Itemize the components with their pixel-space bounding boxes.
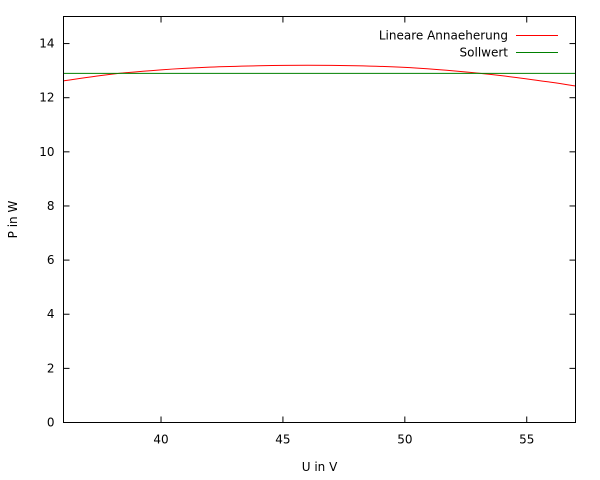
x-tick-label: 55 xyxy=(519,433,534,447)
plot-frame xyxy=(63,16,576,423)
legend: Lineare Annaeherung Sollwert xyxy=(379,29,558,60)
y-tick-label: 0 xyxy=(47,416,55,430)
x-tick-label: 40 xyxy=(153,433,168,447)
y-tick-label: 2 xyxy=(47,361,55,375)
x-axis-label: U in V xyxy=(302,460,338,474)
legend-label: Sollwert xyxy=(460,46,509,60)
x-tick-label: 45 xyxy=(275,433,290,447)
y-tick-label: 14 xyxy=(39,37,54,51)
y-tick-label: 10 xyxy=(39,145,54,159)
y-tick-label: 8 xyxy=(47,199,55,213)
tick-labels: 0 2 4 6 8 10 12 14 40 45 50 55 xyxy=(39,37,534,447)
tick-marks xyxy=(63,16,576,423)
y-axis-label: P in W xyxy=(6,201,20,239)
series-layer xyxy=(63,64,576,87)
series-line-lineare-annaeherung xyxy=(63,64,576,87)
x-tick-label: 50 xyxy=(397,433,412,447)
legend-label: Lineare Annaeherung xyxy=(379,29,508,43)
y-tick-label: 6 xyxy=(47,253,55,267)
y-tick-label: 12 xyxy=(39,91,54,105)
y-tick-label: 4 xyxy=(47,307,55,321)
